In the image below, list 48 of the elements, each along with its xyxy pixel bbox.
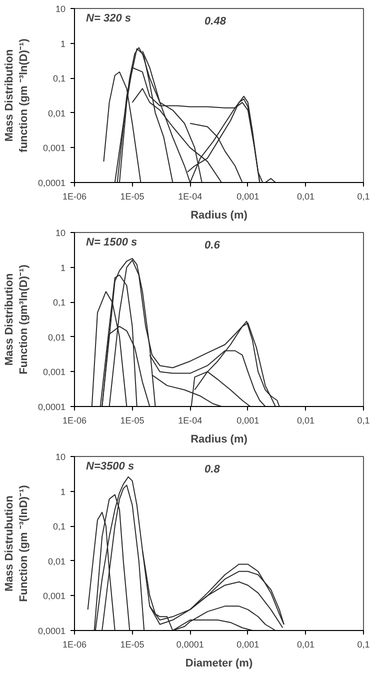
annotation: 0.48 [204, 16, 227, 28]
y-tick-label: 0,0001 [38, 626, 66, 636]
x-tick-label: 0,01 [296, 640, 314, 650]
y-tick-label: 0,1 [52, 522, 66, 532]
y-tick-label: 0,001 [42, 367, 66, 378]
y-tick-label: 0,0001 [38, 402, 66, 412]
x-tick-label: 0,0001 [176, 640, 204, 650]
x-tick-label: 1E-06 [62, 416, 87, 426]
x-tick-label: 0,001 [236, 416, 260, 426]
y-tick-label: 0,01 [48, 332, 66, 342]
annotation: 0.6 [204, 240, 221, 252]
y-tick-label: 0,001 [42, 143, 66, 154]
y-tick-label: 10 [55, 4, 66, 14]
x-axis-title: Radius (m) [190, 434, 248, 446]
x-tick-label: 1E-06 [62, 640, 87, 650]
x-tick-label: 1E-06 [62, 192, 87, 202]
y-axis-title: Mass Distribution Function (gm³ln(D)⁻¹) [4, 264, 30, 374]
annotation: N= 1500 s [86, 236, 138, 248]
annotation: N=3500 s [86, 460, 134, 472]
y-tick-label: 1 [60, 486, 66, 497]
x-tick-label: 0,001 [236, 192, 260, 202]
x-tick-label: 1E-05 [120, 640, 144, 650]
x-tick-label: 0,01 [296, 192, 314, 202]
y-tick-label: 1 [60, 262, 66, 273]
y-tick-label: 0,01 [48, 108, 66, 118]
x-tick-label: 0,1 [357, 192, 370, 202]
y-tick-label: 0,1 [52, 74, 66, 84]
x-axis-title: Diameter (m) [185, 658, 253, 670]
x-axis-title: Radius (m) [190, 210, 248, 222]
y-tick-label: 0,1 [52, 298, 66, 308]
x-tick-label: 0,1 [357, 640, 370, 650]
y-tick-label: 0,0001 [38, 178, 66, 188]
x-tick-label: 1E-05 [120, 192, 144, 202]
y-tick-label: 0,001 [42, 591, 66, 602]
y-tick-label: 10 [55, 228, 66, 238]
y-axis-title: Mass Distrubution Function (gm ⁻³(lnD)⁻¹) [4, 484, 30, 602]
x-tick-label: 0,1 [357, 416, 370, 426]
y-tick-label: 0,01 [48, 556, 66, 566]
y-tick-label: 10 [55, 452, 66, 462]
x-tick-label: 0,01 [296, 416, 314, 426]
x-tick-label: 1E-05 [120, 416, 144, 426]
x-tick-label: 1E-04 [178, 416, 202, 426]
annotation: N= 320 s [86, 12, 132, 24]
x-tick-label: 0,001 [236, 640, 260, 650]
y-axis-title: Mass Distribution function (gm ⁻³ln(D)⁻¹) [4, 38, 30, 152]
y-tick-label: 1 [60, 38, 66, 49]
x-tick-label: 1E-04 [178, 192, 202, 202]
annotation: 0.8 [204, 464, 221, 476]
